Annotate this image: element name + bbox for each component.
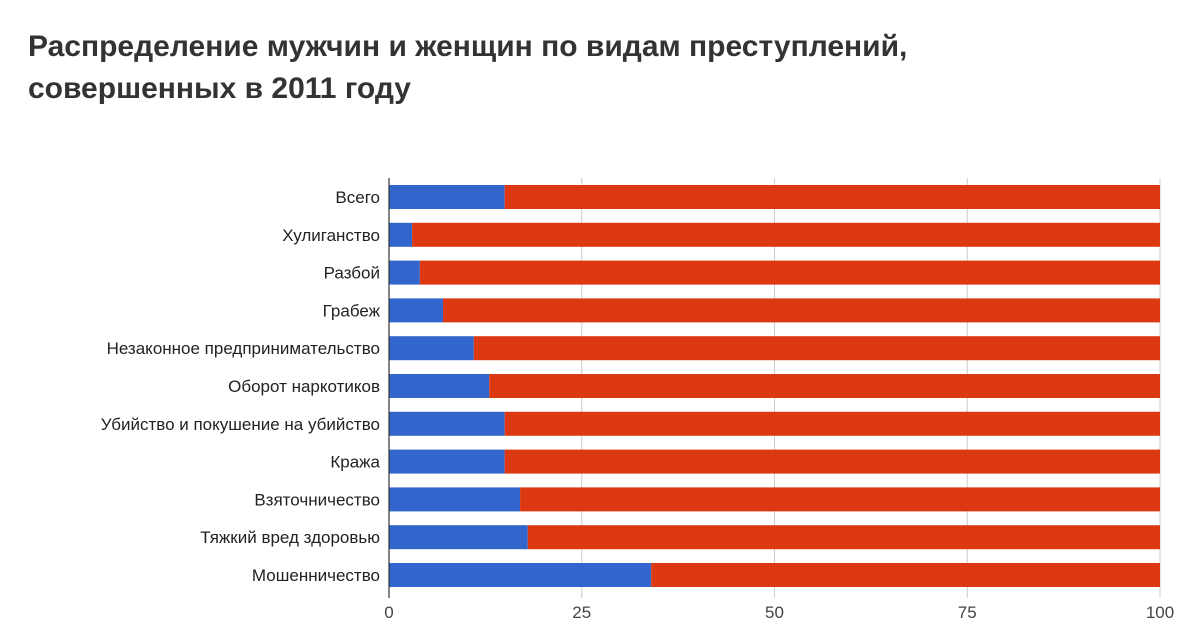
category-label-0: Всего bbox=[335, 188, 380, 207]
category-label-4: Незаконное предпринимательство bbox=[107, 339, 380, 358]
category-label-9: Тяжкий вред здоровью bbox=[200, 528, 380, 547]
bar-10-series-0 bbox=[389, 563, 652, 587]
bar-2-series-0 bbox=[389, 260, 420, 285]
bar-1-series-1 bbox=[412, 222, 1160, 247]
x-tick-label-4: 100 bbox=[1146, 603, 1174, 622]
bar-8-series-1 bbox=[520, 487, 1160, 512]
bar-7-series-1 bbox=[504, 449, 1160, 474]
bar-7-series-0 bbox=[389, 449, 505, 474]
chart-title-line-1: Распределение мужчин и женщин по видам п… bbox=[28, 30, 908, 63]
category-label-6: Убийство и покушение на убийство bbox=[101, 415, 380, 434]
bar-6-series-1 bbox=[504, 411, 1160, 436]
bar-10-series-1 bbox=[651, 563, 1160, 587]
bar-4-series-0 bbox=[389, 336, 474, 361]
category-label-3: Грабеж bbox=[323, 301, 381, 320]
chart-title-line-2: совершенных в 2011 году bbox=[28, 72, 411, 105]
bar-6-series-0 bbox=[389, 411, 505, 436]
bar-1-series-0 bbox=[389, 222, 413, 247]
bar-5-series-0 bbox=[389, 374, 490, 398]
bar-9-series-0 bbox=[389, 525, 528, 550]
bar-8-series-0 bbox=[389, 487, 521, 512]
category-label-10: Мошенничество bbox=[252, 566, 380, 585]
bar-3-series-0 bbox=[389, 298, 443, 323]
category-label-2: Разбой bbox=[324, 264, 380, 283]
x-tick-label-1: 25 bbox=[572, 603, 591, 622]
category-label-1: Хулиганство bbox=[282, 226, 380, 245]
category-label-5: Оборот наркотиков bbox=[228, 377, 380, 396]
category-label-7: Кража bbox=[330, 453, 380, 472]
bar-5-series-1 bbox=[489, 374, 1161, 398]
bar-9-series-1 bbox=[527, 525, 1160, 550]
chart-title: Распределение мужчин и женщин по видам п… bbox=[28, 26, 1168, 110]
x-tick-label-2: 50 bbox=[765, 603, 784, 622]
category-label-8: Взяточничество bbox=[254, 490, 380, 509]
bar-3-series-1 bbox=[442, 298, 1161, 323]
bar-0-series-1 bbox=[504, 185, 1160, 209]
bar-2-series-1 bbox=[419, 260, 1161, 285]
bar-4-series-1 bbox=[473, 336, 1160, 361]
bar-0-series-0 bbox=[389, 185, 505, 209]
x-tick-label-3: 75 bbox=[958, 603, 977, 622]
x-tick-label-0: 0 bbox=[384, 603, 393, 622]
